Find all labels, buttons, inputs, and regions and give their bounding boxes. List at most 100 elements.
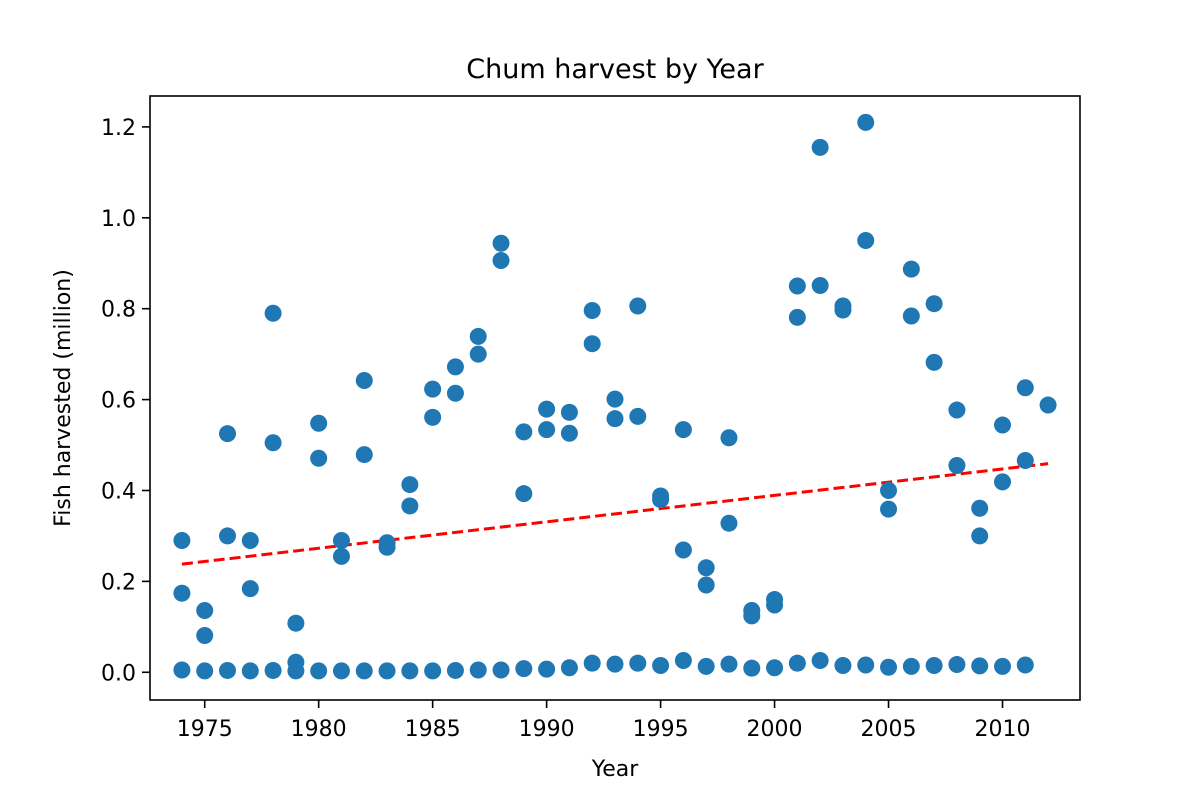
data-point: [697, 657, 715, 675]
data-point: [948, 456, 966, 474]
data-point: [857, 656, 875, 674]
data-point: [515, 485, 533, 503]
data-point: [674, 421, 692, 439]
y-axis-ticks: 0.0 0.2 0.4 0.6 0.8 1.0 1.2: [101, 116, 150, 686]
data-point: [925, 295, 943, 313]
data-point: [241, 531, 259, 549]
chart-title: Chum harvest by Year: [466, 54, 764, 85]
data-point: [1039, 396, 1057, 414]
data-points: [173, 113, 1057, 680]
data-point: [401, 476, 419, 494]
data-point: [994, 416, 1011, 434]
y-tick-label: 0.6: [101, 389, 136, 414]
y-tick-label: 0.8: [101, 298, 136, 323]
data-point: [560, 424, 578, 442]
data-point: [788, 654, 806, 672]
data-point: [720, 655, 738, 673]
data-point: [492, 234, 510, 252]
data-point: [880, 658, 898, 676]
data-point: [880, 500, 898, 518]
x-tick-label: 1985: [405, 717, 461, 742]
data-point: [606, 390, 624, 408]
data-point: [971, 527, 989, 545]
data-point: [902, 260, 920, 278]
data-point: [446, 358, 464, 376]
data-point: [241, 662, 259, 680]
data-point: [378, 662, 396, 680]
data-point: [378, 538, 396, 556]
data-point: [1016, 656, 1034, 674]
data-point: [196, 626, 214, 644]
data-point: [424, 408, 442, 426]
y-tick-label: 1.2: [101, 116, 136, 141]
data-point: [629, 407, 647, 425]
x-axis-ticks: 1975 1980 1985 1990 1995 2000 2005 2010: [177, 700, 1031, 742]
data-point: [241, 580, 259, 598]
data-point: [583, 335, 601, 353]
data-point: [515, 423, 533, 441]
data-point: [538, 421, 556, 439]
data-point: [948, 401, 966, 419]
data-point: [857, 232, 875, 250]
data-point: [401, 662, 419, 680]
data-point: [264, 304, 282, 322]
data-point: [173, 584, 191, 602]
data-point: [310, 662, 328, 680]
x-tick-label: 2000: [747, 717, 803, 742]
data-point: [880, 481, 898, 499]
data-point: [652, 491, 670, 509]
data-point: [424, 662, 442, 680]
data-point: [674, 541, 692, 559]
x-tick-label: 1990: [519, 717, 575, 742]
data-point: [720, 514, 738, 532]
data-point: [971, 499, 989, 517]
data-point: [538, 400, 556, 418]
data-point: [560, 403, 578, 421]
data-point: [173, 531, 191, 549]
data-point: [446, 384, 464, 402]
data-point: [1016, 379, 1034, 397]
plot-frame: [149, 95, 1081, 701]
data-point: [355, 446, 373, 464]
data-point: [332, 662, 350, 680]
data-point: [446, 661, 464, 679]
x-tick-label: 1995: [633, 717, 689, 742]
data-point: [994, 473, 1011, 491]
data-point: [515, 660, 533, 678]
y-tick-label: 0.2: [101, 570, 136, 595]
data-point: [743, 659, 761, 677]
x-tick-label: 1980: [291, 717, 347, 742]
data-point: [834, 301, 852, 319]
data-point: [424, 380, 442, 398]
data-point: [332, 531, 350, 549]
data-point: [1016, 451, 1034, 469]
data-point: [902, 657, 920, 675]
y-tick-label: 0.4: [101, 479, 136, 504]
x-tick-label: 1975: [177, 717, 233, 742]
x-axis-label: Year: [591, 757, 640, 782]
data-point: [857, 113, 875, 131]
data-point: [629, 654, 647, 672]
data-point: [196, 662, 214, 680]
x-tick-label: 2010: [975, 717, 1031, 742]
data-point: [264, 434, 282, 452]
data-point: [994, 657, 1011, 675]
data-point: [401, 497, 419, 515]
data-point: [287, 662, 305, 680]
data-point: [697, 559, 715, 577]
data-point: [674, 651, 692, 669]
y-tick-label: 1.0: [101, 207, 136, 232]
data-point: [560, 659, 578, 677]
data-point: [811, 138, 829, 156]
data-point: [469, 661, 487, 679]
data-point: [811, 651, 829, 669]
data-point: [697, 576, 715, 594]
trendline: [181, 462, 1049, 566]
data-point: [332, 547, 350, 565]
data-point: [355, 372, 373, 390]
data-point: [469, 345, 487, 363]
data-point: [196, 601, 214, 619]
data-point: [264, 661, 282, 679]
